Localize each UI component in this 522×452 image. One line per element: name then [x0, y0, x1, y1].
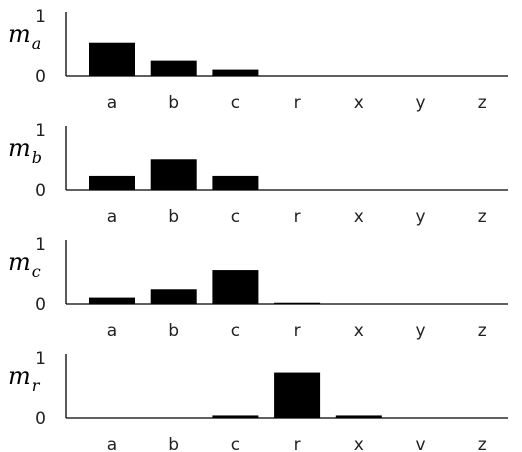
bar-b [150, 159, 197, 190]
y-axis-label: ma [8, 20, 41, 53]
x-tick-label: r [294, 207, 301, 227]
x-tick-label: x [354, 321, 364, 341]
y-tick-label: 0 [35, 181, 46, 201]
x-tick-label: r [294, 435, 301, 452]
y-axis-label-main: m [8, 20, 31, 48]
y-axis-label-main: m [8, 248, 31, 276]
x-tick-label: c [231, 207, 240, 227]
x-tick-label: r [294, 93, 301, 113]
bar-x [335, 415, 382, 418]
y-tick-label: 1 [35, 7, 46, 27]
x-tick-label: a [107, 93, 117, 113]
x-tick-label: z [478, 207, 487, 227]
y-tick-label: 1 [35, 121, 46, 141]
y-tick-label: 1 [35, 235, 46, 255]
x-tick-label: b [168, 435, 179, 452]
y-axis-label-main: m [8, 134, 31, 162]
bar-b [150, 289, 197, 304]
x-tick-label: a [107, 321, 117, 341]
x-tick-label: b [168, 321, 179, 341]
bar-c [212, 270, 259, 304]
x-tick-label: y [415, 321, 425, 341]
x-tick-label: z [478, 321, 487, 341]
x-tick-label: a [107, 435, 117, 452]
x-tick-label: y [415, 207, 425, 227]
x-tick-label: y [415, 93, 425, 113]
x-tick-label: v [415, 435, 425, 452]
bar-r [274, 302, 321, 304]
y-axis-label: mc [8, 248, 41, 281]
y-axis-label-subscript: b [32, 148, 42, 167]
y-axis-label-subscript: a [32, 34, 42, 53]
bar-c [212, 415, 259, 418]
bar-c [212, 175, 259, 190]
x-tick-label: x [354, 435, 364, 452]
x-tick-label: c [231, 321, 240, 341]
x-tick-label: b [168, 207, 179, 227]
y-tick-label: 0 [35, 295, 46, 315]
x-tick-label: r [294, 321, 301, 341]
x-tick-label: x [354, 207, 364, 227]
x-tick-label: z [478, 435, 487, 452]
y-tick-label: 1 [35, 349, 46, 369]
y-tick-label: 0 [35, 409, 46, 429]
bar-c [212, 69, 259, 76]
x-tick-label: a [107, 207, 117, 227]
x-tick-label: b [168, 93, 179, 113]
x-tick-label: x [354, 93, 364, 113]
bar-a [89, 175, 135, 190]
y-axis-label-main: m [8, 362, 31, 390]
bar-r [274, 372, 321, 418]
bar-a [89, 297, 135, 304]
y-axis-label-subscript: r [32, 376, 41, 395]
y-axis-label: mr [8, 362, 41, 395]
y-axis-label: mb [8, 134, 42, 167]
y-axis-label-subscript: c [32, 262, 41, 281]
x-tick-label: z [478, 93, 487, 113]
bar-b [150, 60, 197, 76]
x-tick-label: c [231, 93, 240, 113]
y-tick-label: 0 [35, 67, 46, 87]
bar-a [89, 42, 135, 76]
x-tick-label: c [231, 435, 240, 452]
